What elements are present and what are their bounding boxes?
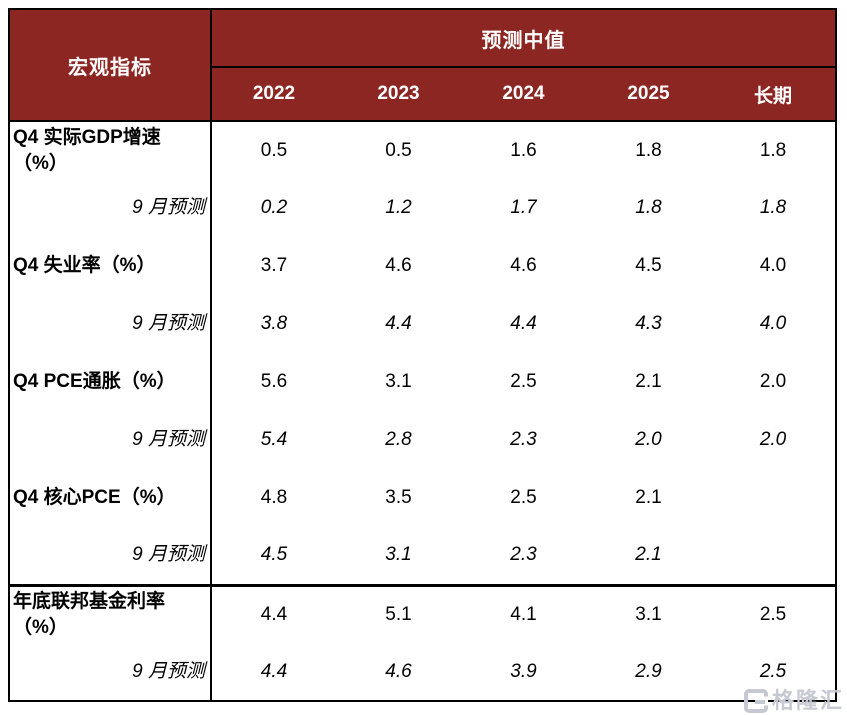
col-header-2023: 2023	[336, 67, 461, 122]
value-cell: 1.8	[635, 139, 662, 161]
value-cell: 4.0	[759, 255, 787, 276]
gelonghui-watermark: 格隆汇	[743, 688, 844, 713]
value-cell: 5.4	[260, 429, 288, 450]
value-cell: 4.6	[385, 255, 412, 276]
value-cell: 1.8	[759, 139, 787, 161]
september-forecast-row: 9 月预测 5.4 2.8 2.3 2.0 2.0	[9, 411, 836, 469]
col-header-2024: 2024	[461, 67, 586, 122]
value-cell: 2.3	[510, 544, 537, 566]
september-forecast-row: 9 月预测 3.8 4.4 4.4 4.3 4.0	[9, 295, 836, 353]
value-cell: 2.0	[759, 371, 787, 392]
value-cell: 2.5	[510, 487, 537, 508]
value-cell: 4.8	[260, 487, 288, 508]
table-body: Q4 实际GDP增速 （%） 0.5 0.5 1.6 1.8 1.8 9 月预测 0.2 1.2…	[9, 121, 837, 701]
value-cell: 4.4	[211, 583, 336, 643]
group-header-forecast-median: 预测中值	[211, 9, 837, 68]
value-cell: 4.5	[635, 255, 662, 276]
indicator-row: Q4 失业率（%） 3.7 4.6 4.6 4.5 4.0	[9, 237, 836, 295]
table-header: 宏观指标 预测中值 2022 2023 2024 2025 长期	[9, 9, 837, 122]
indicator-row: 年底联邦基金利率 （%） 4.4 5.1 4.1 3.1 2.5	[9, 583, 837, 643]
value-cell: 5.1	[336, 583, 461, 643]
value-cell: 0.2	[260, 197, 288, 218]
value-cell: 4.1	[461, 583, 586, 643]
value-cell: 1.6	[510, 139, 537, 161]
row-label: 9 月预测	[9, 527, 212, 585]
value-cell: 4.6	[385, 660, 412, 682]
col-header-2025: 2025	[586, 67, 711, 122]
indicator-row: Q4 实际GDP增速 （%） 0.5 0.5 1.6 1.8 1.8	[9, 121, 836, 179]
value-cell: 2.0	[635, 429, 662, 450]
value-cell: 0.5	[385, 139, 412, 161]
value-cell: 3.9	[510, 660, 537, 682]
row-label: Q4 失业率（%）	[9, 237, 212, 295]
value-cell: 1.2	[385, 197, 412, 218]
value-cell	[711, 527, 836, 585]
value-cell: 2.8	[385, 429, 412, 450]
indicator-row: Q4 PCE通胀（%） 5.6 3.1 2.5 2.1 2.0	[9, 353, 836, 411]
value-cell: 3.1	[385, 371, 412, 392]
gelonghui-watermark-text: 格隆汇	[771, 688, 844, 713]
value-cell: 2.5	[510, 371, 537, 392]
row-label: Q4 实际GDP增速 （%）	[9, 121, 212, 179]
value-cell	[711, 469, 836, 527]
row-label: 9 月预测	[9, 295, 212, 353]
value-cell: 5.6	[260, 371, 288, 392]
value-cell: 4.6	[510, 255, 537, 276]
september-forecast-row: 9 月预测 4.5 3.1 2.3 2.1	[9, 527, 836, 585]
row-label: 9 月预测	[9, 411, 212, 469]
value-cell: 3.1	[586, 583, 711, 643]
corner-header-macro-indicators: 宏观指标	[9, 9, 212, 122]
value-cell: 4.4	[385, 313, 412, 334]
value-cell: 2.5	[711, 583, 837, 643]
row-label: Q4 核心PCE（%）	[9, 469, 212, 527]
value-cell: 1.8	[759, 197, 787, 218]
value-cell: 3.5	[385, 487, 412, 508]
value-cell: 2.1	[635, 487, 662, 508]
value-cell: 1.8	[635, 197, 662, 218]
col-header-longrun: 长期	[711, 67, 837, 122]
value-cell: 4.4	[260, 660, 288, 682]
value-cell: 4.4	[510, 313, 537, 334]
value-cell: 0.5	[260, 139, 288, 161]
value-cell: 2.1	[635, 544, 662, 566]
row-label: Q4 PCE通胀（%）	[9, 353, 212, 411]
value-cell: 3.7	[260, 255, 288, 276]
indicator-row: Q4 核心PCE（%） 4.8 3.5 2.5 2.1	[9, 469, 836, 527]
value-cell: 4.3	[635, 313, 662, 334]
value-cell: 3.8	[260, 313, 288, 334]
row-label: 9 月预测	[9, 179, 212, 237]
september-forecast-row: 9 月预测 0.2 1.2 1.7 1.8 1.8	[9, 179, 836, 237]
gelonghui-logo-icon	[743, 689, 768, 713]
value-cell: 2.0	[759, 429, 787, 450]
value-cell: 3.1	[385, 544, 412, 566]
value-cell: 2.3	[510, 429, 537, 450]
row-label: 年底联邦基金利率 （%）	[9, 583, 212, 643]
col-header-2022: 2022	[211, 67, 336, 122]
value-cell: 2.1	[635, 371, 662, 392]
year-header-row: 2022 2023 2024 2025 长期	[9, 67, 837, 122]
value-cell: 4.0	[759, 313, 787, 334]
september-forecast-row: 9 月预测 4.4 4.6 3.9 2.9 2.5	[9, 643, 836, 701]
value-cell: 4.5	[260, 544, 288, 566]
value-cell: 1.7	[510, 197, 537, 218]
fed-forecast-table: 宏观指标 预测中值 2022 2023 2024 2025 长期 Q4 实际GD…	[8, 8, 838, 702]
value-cell: 2.5	[759, 660, 787, 682]
row-label: 9 月预测	[9, 643, 212, 701]
value-cell: 2.9	[635, 660, 662, 682]
group-header-row: 宏观指标 预测中值	[9, 9, 837, 122]
